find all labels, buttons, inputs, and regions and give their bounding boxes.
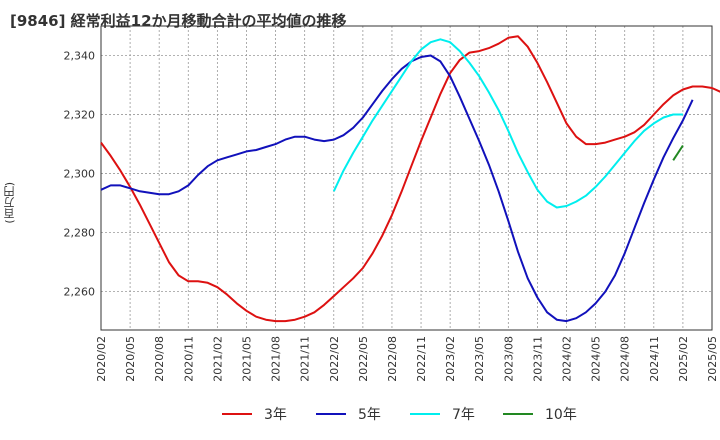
x-tick-label: 2020/05: [124, 336, 137, 382]
y-tick-label: 2,300: [64, 168, 96, 181]
y-tick-label: 2,340: [64, 50, 96, 63]
x-tick-label: 2024/05: [590, 336, 603, 382]
x-tick-label: 2020/08: [153, 336, 166, 382]
x-tick-label: 2020/02: [95, 336, 108, 382]
legend-label-2: 5年: [358, 407, 381, 423]
legend-label-3: 7年: [452, 407, 475, 423]
x-tick-label: 2022/08: [386, 336, 399, 382]
x-tick-label: 2022/11: [415, 336, 428, 382]
series-line-2: [100, 54, 694, 323]
x-tick-label: 2023/02: [444, 336, 457, 382]
x-tick-label: 2020/11: [182, 336, 195, 382]
x-tick-label: 2021/08: [270, 336, 283, 382]
x-tick-label: 2025/05: [706, 336, 719, 382]
x-tick-label: 2022/02: [328, 336, 341, 382]
y-tick-label: 2,260: [64, 286, 96, 299]
series-line-1: [100, 35, 720, 323]
x-tick-label: 2021/02: [211, 336, 224, 382]
y-tick-label: 2,320: [64, 109, 96, 122]
plot-frame: [100, 25, 713, 331]
x-tick-label: 2021/11: [299, 336, 312, 382]
x-tick-label: 2023/05: [473, 336, 486, 382]
x-tick-label: 2022/05: [357, 336, 370, 382]
x-tick-label: 2024/08: [619, 336, 632, 382]
x-tick-label: 2023/08: [502, 336, 515, 382]
series-line-3: [332, 38, 683, 209]
legend-label-1: 3年: [264, 407, 287, 423]
x-tick-label: 2021/05: [240, 336, 253, 382]
legend-label-4: 10年: [545, 407, 577, 423]
y-tick-label: 2,280: [64, 227, 96, 240]
x-tick-label: 2025/02: [677, 336, 690, 382]
x-tick-label: 2024/11: [648, 336, 661, 382]
x-tick-label: 2023/11: [531, 336, 544, 382]
series-line-4: [672, 144, 684, 161]
x-tick-label: 2024/02: [561, 336, 574, 382]
